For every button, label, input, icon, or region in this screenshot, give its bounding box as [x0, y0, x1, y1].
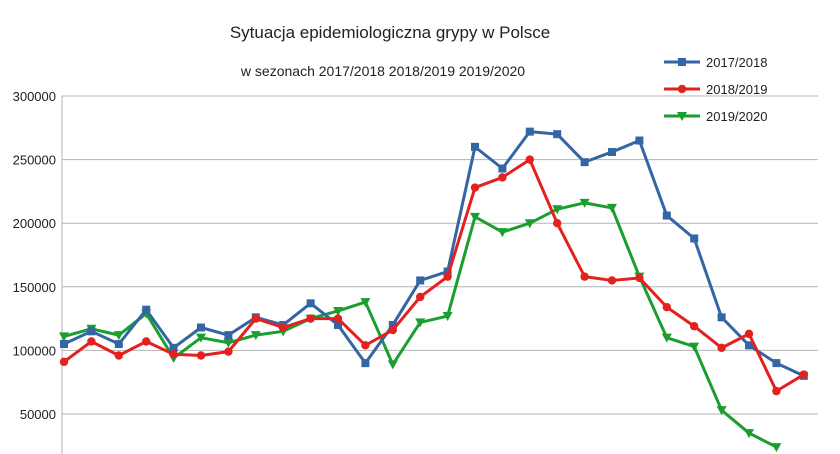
- legend-label: 2018/2019: [706, 82, 767, 97]
- legend-marker: [677, 112, 687, 121]
- data-point: [333, 314, 343, 323]
- data-point: [387, 360, 398, 370]
- data-point: [59, 332, 69, 342]
- series-2017-2018: [60, 127, 808, 380]
- data-point: [361, 359, 370, 368]
- data-point: [224, 331, 233, 340]
- series-lines: [59, 127, 808, 453]
- data-point: [635, 136, 644, 145]
- series-line: [63, 158, 805, 393]
- y-tick-label: 250000: [13, 153, 56, 168]
- data-point: [744, 329, 754, 339]
- legend-item: 2018/2019: [664, 82, 767, 97]
- legend-label: 2017/2018: [706, 55, 767, 70]
- data-point: [416, 276, 425, 285]
- data-point: [471, 142, 479, 151]
- legend: 2017/2018 2018/2019 2019/2020: [664, 55, 767, 124]
- data-point: [169, 343, 178, 352]
- data-point: [87, 337, 96, 346]
- legend-marker: [677, 84, 687, 94]
- data-point: [580, 272, 589, 281]
- series-2018-2019: [59, 155, 808, 396]
- data-point: [114, 340, 123, 349]
- data-point: [251, 314, 260, 323]
- data-point: [662, 302, 671, 312]
- data-point: [799, 370, 808, 379]
- data-point: [662, 211, 671, 220]
- series-line: [63, 130, 805, 378]
- data-point: [772, 386, 781, 396]
- data-point: [498, 173, 507, 182]
- data-point: [470, 212, 480, 222]
- data-point: [497, 228, 508, 238]
- data-point: [250, 331, 261, 341]
- data-point: [196, 351, 206, 360]
- data-point: [579, 198, 590, 208]
- data-point: [772, 359, 781, 368]
- data-point: [142, 337, 151, 346]
- legend-label: 2019/2020: [706, 109, 767, 124]
- data-point: [635, 273, 644, 283]
- y-tick-label: 200000: [13, 216, 56, 231]
- data-point: [470, 183, 480, 192]
- chart-subtitle: w sezonach 2017/2018 2018/2019 2019/2020: [240, 63, 525, 79]
- gridlines: [61, 95, 818, 454]
- data-point: [142, 305, 151, 314]
- data-point: [690, 234, 699, 243]
- y-tick-label: 150000: [13, 280, 56, 295]
- chart-title: Sytuacja epidemiologiczna grypy w Polsce: [230, 23, 550, 42]
- data-point: [580, 158, 589, 167]
- data-point: [443, 272, 452, 281]
- data-point: [608, 147, 616, 156]
- data-point: [114, 351, 124, 360]
- legend-marker: [678, 58, 686, 66]
- data-point: [361, 341, 370, 350]
- data-point: [553, 219, 562, 228]
- data-point: [388, 320, 397, 329]
- data-point: [87, 327, 96, 336]
- data-point: [60, 340, 68, 349]
- data-point: [388, 325, 397, 335]
- data-point: [113, 331, 124, 341]
- data-point: [333, 306, 343, 316]
- data-point: [525, 155, 534, 164]
- data-point: [334, 320, 342, 329]
- data-point: [59, 357, 69, 367]
- data-point: [223, 338, 234, 348]
- data-point: [745, 341, 753, 350]
- data-point: [717, 313, 726, 322]
- data-point: [169, 350, 178, 359]
- data-point: [717, 343, 726, 353]
- data-point: [360, 298, 371, 308]
- data-point: [525, 127, 534, 136]
- data-point: [306, 314, 315, 323]
- data-point: [306, 299, 315, 308]
- data-point: [498, 164, 507, 173]
- data-point: [224, 347, 233, 356]
- y-tick-label: 300000: [13, 89, 56, 104]
- data-point: [689, 342, 700, 352]
- data-point: [661, 333, 672, 343]
- data-point: [279, 323, 288, 332]
- data-point: [416, 292, 425, 302]
- data-point: [607, 276, 617, 285]
- data-point: [690, 322, 699, 331]
- data-point: [552, 205, 563, 215]
- data-point: [415, 318, 426, 328]
- y-tick-label: 50000: [20, 407, 56, 422]
- data-point: [197, 323, 205, 332]
- data-point: [524, 219, 535, 229]
- y-tick-label: 100000: [13, 343, 56, 358]
- y-axis-ticks: 300000 250000 200000 150000 100000 50000: [13, 89, 56, 422]
- data-point: [196, 333, 206, 343]
- data-point: [607, 203, 617, 213]
- data-point: [442, 312, 453, 322]
- data-point: [716, 406, 727, 416]
- data-point: [771, 443, 782, 453]
- legend-item: 2017/2018: [664, 55, 767, 70]
- data-point: [553, 130, 562, 139]
- data-point: [744, 429, 754, 439]
- legend-item: 2019/2020: [664, 109, 767, 124]
